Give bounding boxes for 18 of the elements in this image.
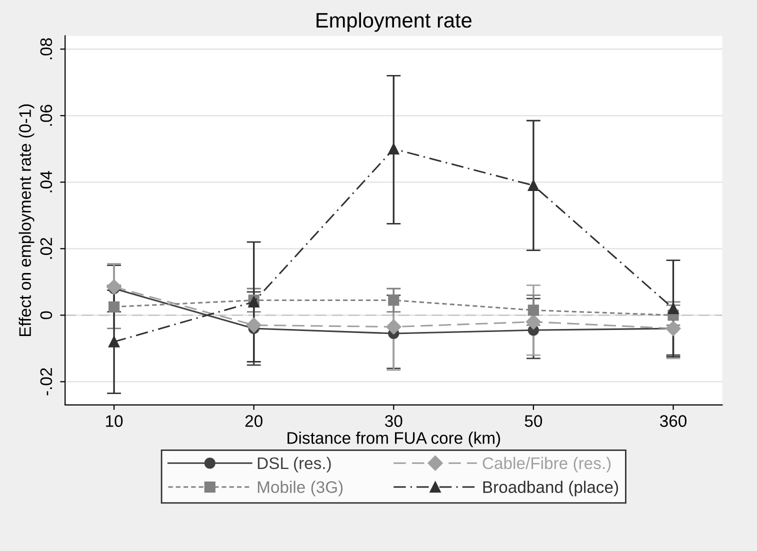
x-tick-label: 20 — [245, 415, 262, 427]
x-tick-label: 30 — [385, 415, 402, 427]
y-tick-label: 0 — [40, 311, 52, 320]
x-axis-title: Distance from FUA core (km) — [288, 432, 500, 448]
chart-title: Employment rate — [316, 12, 472, 32]
x-tick-label: 50 — [524, 415, 542, 427]
text: Broadband (place) — [483, 480, 618, 496]
y-tick-label: .04 — [40, 171, 52, 192]
y-tick-label: .02 — [40, 238, 52, 259]
y-tick-label: .06 — [40, 104, 52, 126]
text: DSL (res.) — [258, 456, 331, 472]
text: Cable/Fibre (res.) — [482, 456, 611, 472]
y-tick-label: -.02 — [40, 368, 52, 396]
text: Mobile (3G) — [258, 480, 343, 496]
y-tick-label: .08 — [40, 38, 52, 60]
x-tick-label: 10 — [106, 415, 123, 427]
x-tick-label: 360 — [660, 415, 686, 427]
y-axis-title: Effect on employment rate (0-1) — [18, 104, 34, 336]
